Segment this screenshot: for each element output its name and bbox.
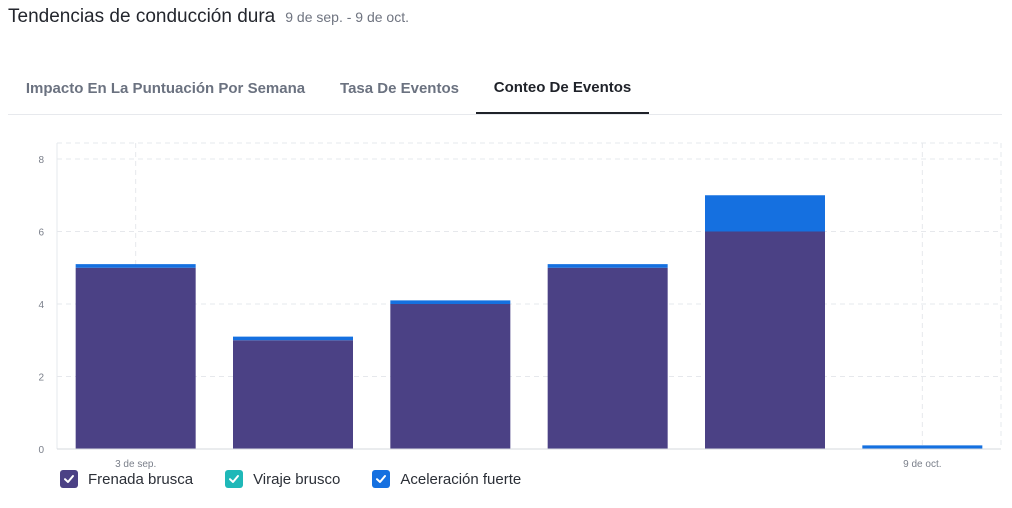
check-icon[interactable] [372,470,391,488]
y-tick-label: 0 [38,445,44,456]
bar-segment-aceleración-fuerte [705,195,825,232]
bar-segment-frenada-brusca [390,304,511,449]
legend-label: Frenada brusca [88,470,194,488]
stacked-bar-chart: 0 2 4 6 8 3 de sep. 9 de oct. [38,142,1002,470]
legend-label: Viraje brusco [253,470,341,488]
tab-event-count[interactable]: Conteo De Eventos [476,62,649,114]
tab-score-impact-per-week[interactable]: Impacto En La Puntuación Por Semana [25,79,306,97]
x-tick-label: 9 de oct. [903,459,941,470]
bar-segment-frenada-brusca [233,340,353,449]
legend-item-viraje-brusco[interactable]: Viraje brusco [225,470,340,488]
y-tick-label: 4 [38,300,44,311]
x-tick-label: 3 de sep. [115,459,156,470]
legend-item-frenada-brusca[interactable]: Frenada brusca [60,470,193,488]
legend-item-aceleracion-fuerte[interactable]: Aceleración fuerte [372,470,521,488]
bar-segment-frenada-brusca [75,267,196,449]
bar-segment-aceleración-fuerte [75,264,196,268]
y-tick-label: 8 [38,155,44,166]
y-tick-label: 2 [38,373,44,384]
legend-label: Aceleración fuerte [400,470,522,488]
bar-segment-aceleración-fuerte [233,336,353,341]
bar-segment-aceleración-fuerte [547,264,668,268]
tab-event-rate[interactable]: Tasa De Eventos [340,79,459,97]
chart-header: Tendencias de conducción dura 9 de sep. … [8,6,409,28]
date-range: 9 de sep. - 9 de oct. [285,9,409,25]
check-icon[interactable] [225,470,244,488]
chart-legend: Frenada brusca Viraje brusco Aceleración… [60,470,553,488]
bar-segment-aceleración-fuerte [390,300,511,304]
y-tick-label: 6 [38,228,44,239]
bar-segment-frenada-brusca [547,267,668,449]
page-title: Tendencias de conducción dura [8,6,276,27]
tab-bar: Impacto En La Puntuación Por Semana Tasa… [8,62,1002,115]
bar-segment-frenada-brusca [705,231,825,449]
bar-segment-aceleración-fuerte [862,445,983,449]
check-icon[interactable] [60,470,78,488]
